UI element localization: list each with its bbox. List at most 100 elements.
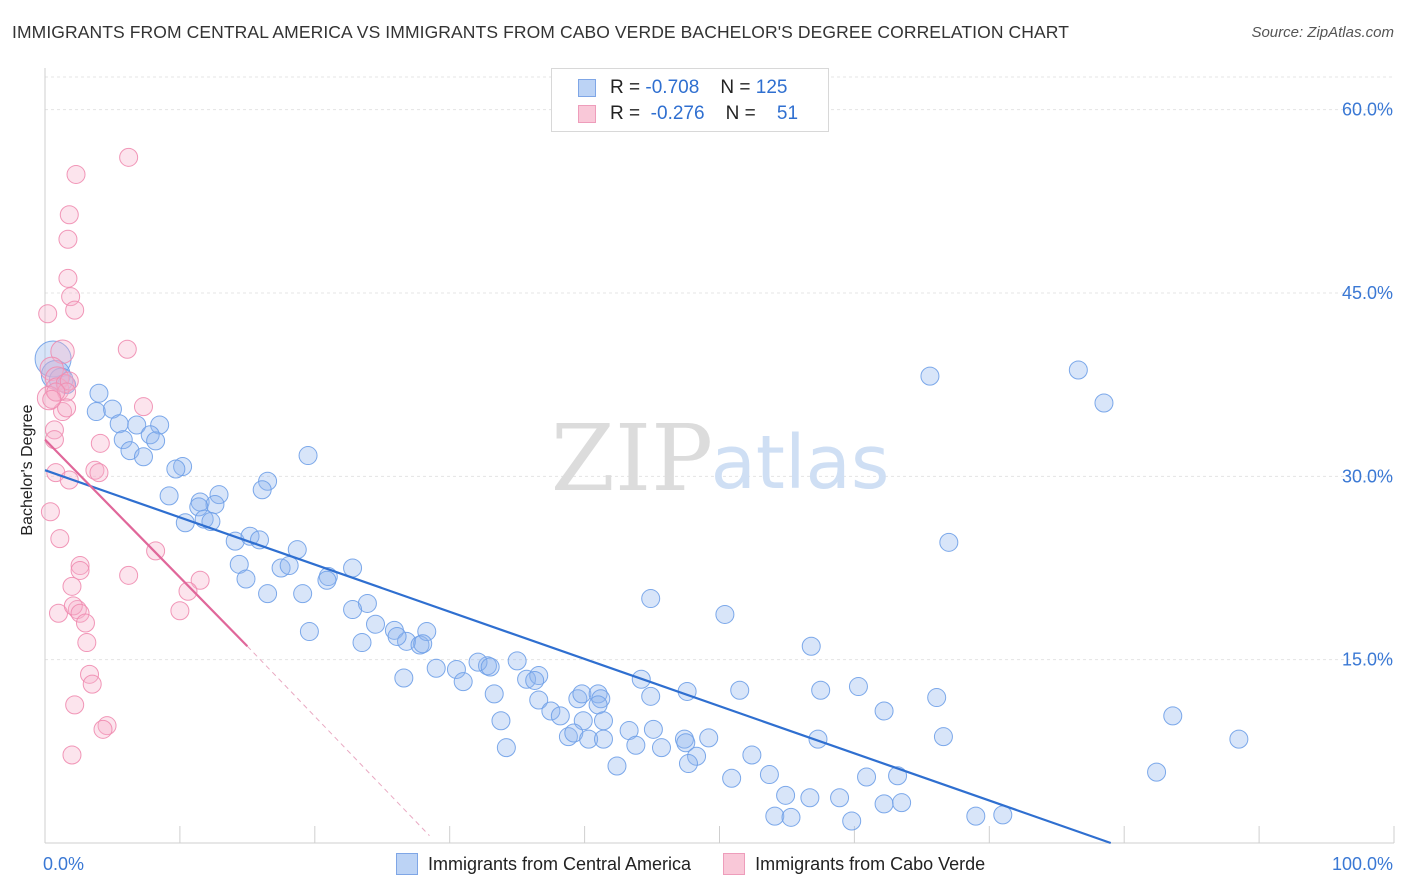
source-credit: Source: ZipAtlas.com [1251,24,1394,41]
legend-n-value: 125 [755,77,788,98]
data-point [38,304,58,324]
data-point [678,754,698,774]
data-point [491,711,511,731]
data-point [607,756,627,776]
data-point [800,788,820,808]
legend-row-central-america: R = -0.708 N = 125 [578,77,787,99]
data-point [59,470,79,490]
data-point [109,414,129,434]
trend-line-central-america [44,469,1112,845]
axes [44,68,1395,844]
data-point [722,768,742,788]
correlation-legend: R = -0.708 N = 125 R = -0.276 N = 51 [551,68,829,132]
data-point [888,766,908,786]
data-point [271,558,291,578]
data-point [65,300,85,320]
data-point [480,657,500,677]
data-point [58,229,78,249]
x-tick-label-min: 0.0% [43,854,84,874]
data-point [641,686,661,706]
data-point [920,366,940,386]
data-point [293,584,313,604]
data-point [507,651,527,671]
data-point [651,738,671,758]
data-point [70,603,90,623]
data-point [44,420,64,440]
data-point [343,600,363,620]
series-legend-label: Immigrants from Cabo Verde [755,853,986,874]
data-point [676,733,696,753]
data-point [417,622,437,642]
data-point [413,634,433,654]
data-point [133,397,153,417]
data-point [874,794,894,814]
y-tick-label: 30.0% [1342,466,1393,486]
y-tick-label: 15.0% [1342,650,1393,670]
data-point [550,706,570,726]
data-point [209,485,229,505]
data-point [298,446,318,466]
data-point [529,690,549,710]
data-point [626,735,646,755]
data-point [892,793,912,813]
data-point [279,556,299,576]
data-point [394,668,414,688]
data-point [178,581,198,601]
data-point [939,532,959,552]
data-point [62,745,82,765]
data-point [133,447,153,467]
data-point [781,807,801,827]
legend-n-label: N = [725,103,756,124]
data-point [641,589,661,609]
legend-n-value: 51 [776,103,799,124]
legend-n-label: N = [720,77,751,98]
data-point [86,402,106,422]
data-point [842,811,862,831]
legend-swatch-pink [578,105,596,123]
trend-line-cabo-verde [44,438,249,647]
data-point [159,486,179,506]
data-point [687,746,707,766]
data-point [830,788,850,808]
data-point [643,719,663,739]
data-point [82,674,102,694]
data-point [857,767,877,787]
data-point [933,727,953,747]
legend-swatch-blue [578,79,596,97]
data-point [63,596,83,616]
data-point [468,652,488,672]
data-point [765,806,785,826]
data-point [759,765,779,785]
data-point [236,569,256,589]
data-point [426,658,446,678]
data-point [801,636,821,656]
legend-r-label: R = [610,103,641,124]
y-tick-label: 60.0% [1342,100,1393,120]
data-point [40,502,60,522]
series-legend-item-central-america: Immigrants from Central America [396,853,691,875]
data-point [730,680,750,700]
series-legend-label: Immigrants from Central America [428,853,692,874]
data-point [588,695,608,715]
data-point [89,383,109,403]
data-point [42,389,62,409]
series-legend: Immigrants from Central America Immigran… [396,852,1017,876]
data-point [190,570,210,590]
data-point [50,529,70,549]
data-point [119,147,139,167]
chart-title: IMMIGRANTS FROM CENTRAL AMERICA VS IMMIG… [12,22,1070,42]
data-point [446,659,466,679]
data-point [496,738,516,758]
data-point [119,565,139,585]
series-cabo-verde-points [36,147,210,765]
data-point [170,601,190,621]
data-point [1094,393,1114,413]
data-point [299,622,319,642]
data-point [927,688,947,708]
data-point [113,430,133,450]
data-point [811,680,831,700]
data-point [66,164,86,184]
data-point [352,633,372,653]
data-point [62,576,82,596]
